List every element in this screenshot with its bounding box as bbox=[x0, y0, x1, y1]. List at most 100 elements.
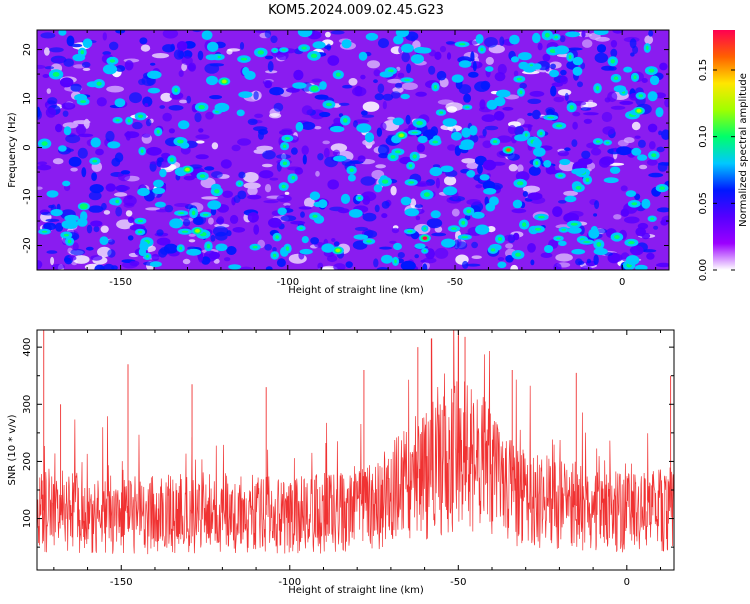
heatmap-cell bbox=[466, 209, 472, 214]
heatmap-cell bbox=[275, 235, 279, 239]
heatmap-cell bbox=[558, 240, 567, 246]
heatmap-cell bbox=[614, 235, 620, 239]
heatmap-cell bbox=[124, 60, 134, 71]
heatmap-cell bbox=[156, 129, 160, 134]
x-tick-label: 0 bbox=[624, 577, 630, 588]
heatmap-cell bbox=[558, 174, 563, 177]
heatmap-cell bbox=[299, 248, 313, 255]
heatmap-cell bbox=[490, 248, 496, 252]
heatmap-cell bbox=[153, 179, 164, 188]
heatmap-cell bbox=[362, 195, 371, 205]
heatmap-cell bbox=[330, 125, 345, 133]
heatmap-cell bbox=[64, 214, 79, 222]
heatmap-cell bbox=[65, 134, 81, 144]
heatmap-cell bbox=[47, 97, 58, 105]
heatmap-low-cell bbox=[227, 48, 241, 52]
heatmap-cell bbox=[215, 231, 228, 241]
heatmap-cell bbox=[154, 201, 166, 208]
heatmap-cell bbox=[610, 40, 618, 48]
heatmap-cell bbox=[138, 78, 146, 86]
heatmap-cell bbox=[311, 78, 323, 83]
heatmap-cell bbox=[92, 159, 98, 163]
heatmap-cell bbox=[257, 50, 264, 55]
heatmap-cell bbox=[333, 155, 347, 162]
heatmap-cell bbox=[471, 241, 478, 249]
heatmap-cell bbox=[560, 69, 567, 76]
x-tick-label: -50 bbox=[447, 277, 463, 288]
heatmap-cell bbox=[660, 219, 669, 226]
heatmap-cell bbox=[85, 246, 94, 251]
heatmap-cell bbox=[653, 225, 659, 230]
heatmap-cell bbox=[137, 230, 143, 234]
heatmap-cell bbox=[648, 30, 654, 37]
heatmap-cell bbox=[625, 255, 640, 266]
heatmap-cell bbox=[443, 186, 458, 196]
snr-frame bbox=[36, 329, 675, 571]
heatmap-cell bbox=[63, 233, 69, 237]
heatmap-cell bbox=[323, 147, 330, 158]
heatmap-cell bbox=[377, 83, 385, 94]
heatmap-cell bbox=[247, 194, 262, 200]
heatmap-cell bbox=[374, 204, 380, 213]
snr-x-label: Height of straight line (km) bbox=[288, 585, 424, 596]
heatmap-cell bbox=[466, 170, 475, 178]
heatmap-low-cell bbox=[639, 164, 648, 170]
heatmap-cell bbox=[123, 202, 135, 208]
heatmap-cell bbox=[482, 128, 487, 137]
heatmap-cell bbox=[282, 144, 287, 148]
heatmap-low-cell bbox=[390, 185, 397, 196]
heatmap-cell bbox=[417, 135, 428, 144]
heatmap-cell bbox=[481, 114, 496, 122]
colorbar-tick-label: 0.10 bbox=[698, 126, 709, 148]
heatmap-cell bbox=[594, 200, 600, 210]
heatmap-cell bbox=[479, 174, 490, 181]
heatmap-cell bbox=[609, 166, 621, 174]
heatmap-cell bbox=[61, 220, 75, 229]
heatmap-cell bbox=[191, 210, 196, 216]
heatmap-low-cell bbox=[444, 175, 457, 186]
heatmap-cell bbox=[475, 224, 490, 235]
heatmap-cell bbox=[416, 121, 423, 126]
heatmap-low-cell bbox=[582, 39, 593, 48]
heatmap-cell bbox=[422, 257, 437, 264]
heatmap-cell bbox=[401, 43, 414, 53]
heatmap-cell bbox=[414, 204, 423, 209]
heatmap-cell bbox=[312, 214, 318, 218]
heatmap-cell bbox=[45, 218, 60, 222]
heatmap-cell bbox=[264, 80, 272, 89]
heatmap-cell bbox=[317, 153, 324, 161]
heatmap-x-label: Height of straight line (km) bbox=[288, 285, 424, 296]
heatmap-cell bbox=[479, 99, 486, 110]
heatmap-cell bbox=[422, 263, 428, 270]
heatmap-cell bbox=[460, 139, 475, 149]
heatmap-cell bbox=[483, 188, 497, 195]
heatmap-hotspot bbox=[636, 109, 642, 113]
heatmap-cell bbox=[176, 41, 188, 51]
heatmap-cell bbox=[414, 254, 420, 259]
heatmap-cell bbox=[423, 227, 427, 230]
heatmap-cell bbox=[475, 184, 483, 189]
heatmap-cell bbox=[461, 220, 466, 225]
x-tick-label: -150 bbox=[110, 577, 133, 588]
heatmap-cell bbox=[301, 105, 313, 116]
heatmap-cell bbox=[446, 52, 452, 60]
heatmap-cell bbox=[414, 181, 431, 187]
heatmap-cell bbox=[502, 106, 514, 111]
heatmap-cell bbox=[319, 81, 327, 90]
heatmap-cell bbox=[471, 211, 485, 219]
heatmap-cell bbox=[102, 32, 108, 41]
heatmap-cell bbox=[527, 98, 542, 105]
heatmap-cell bbox=[394, 259, 397, 264]
heatmap-cell bbox=[105, 130, 115, 142]
heatmap-cell bbox=[610, 48, 618, 58]
heatmap-cell bbox=[610, 59, 615, 64]
heatmap-cell bbox=[497, 237, 503, 241]
heatmap-cell bbox=[646, 252, 655, 260]
heatmap-hotspot bbox=[312, 86, 317, 91]
heatmap-cell bbox=[72, 242, 79, 251]
heatmap-cell bbox=[514, 125, 525, 137]
heatmap-cell bbox=[238, 171, 246, 179]
heatmap-cell bbox=[326, 43, 331, 51]
heatmap-cell bbox=[415, 91, 427, 97]
